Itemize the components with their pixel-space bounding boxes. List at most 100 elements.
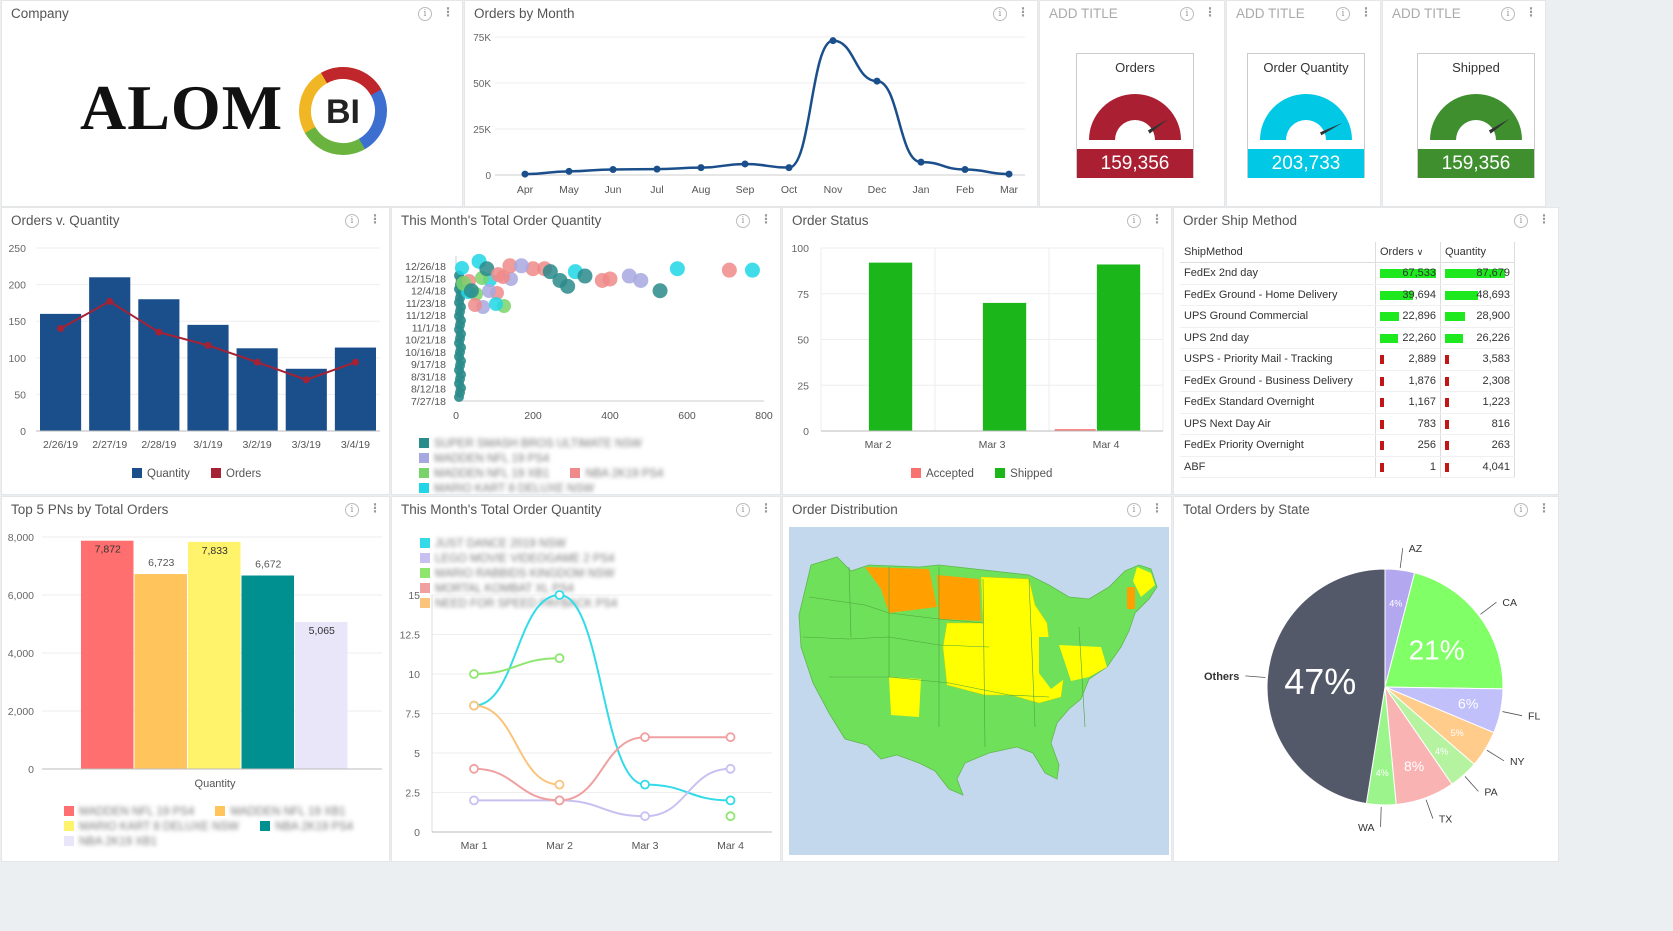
table-row[interactable]: USPS - Priority Mail - Tracking 2,889 3,58… <box>1180 348 1515 371</box>
more-options-icon[interactable]: ⋮ <box>1204 5 1216 19</box>
y-tick-label: 4,000 <box>8 648 34 660</box>
more-options-icon[interactable]: ⋮ <box>442 5 454 19</box>
y-tick-label: 12/4/18 <box>411 286 446 298</box>
table-row[interactable]: ABF 1 4,041 <box>1180 456 1515 478</box>
info-icon[interactable]: i <box>736 214 750 228</box>
legend-item-shipped[interactable]: Shipped <box>995 468 1052 480</box>
more-options-icon[interactable]: ⋮ <box>1151 501 1163 515</box>
bar-accepted <box>1054 429 1096 431</box>
leader-line <box>1425 799 1434 819</box>
more-options-icon[interactable]: ⋮ <box>1360 5 1372 19</box>
us-map[interactable] <box>789 527 1169 855</box>
cell-shipmethod: FedEx Priority Overnight <box>1180 434 1376 457</box>
more-options-icon[interactable]: ⋮ <box>369 501 381 515</box>
data-bar <box>1445 441 1449 450</box>
panel-title: Total Orders by State <box>1183 502 1310 517</box>
y-tick-label: 25 <box>797 380 809 392</box>
legend-item[interactable]: MORTAL KOMBAT XL PS4 <box>420 582 574 597</box>
data-point <box>633 272 649 288</box>
more-options-icon[interactable]: ⋮ <box>1525 5 1537 19</box>
data-point <box>542 264 558 280</box>
table-row[interactable]: FedEx Ground - Business Delivery 1,876 2,3… <box>1180 370 1515 392</box>
table-row[interactable]: FedEx Ground - Home Delivery 39,694 48,693 <box>1180 284 1515 306</box>
legend-item[interactable]: LEGO MOVIE VIDEOGAME 2 PS4 <box>420 552 615 567</box>
x-tick-label: Jul <box>650 184 663 196</box>
more-options-icon[interactable]: ⋮ <box>1538 212 1550 226</box>
legend-item[interactable]: SUPER SMASH BROS ULTIMATE NSW <box>419 437 642 452</box>
table-row[interactable]: FedEx Standard Overnight 1,167 1,223 <box>1180 391 1515 414</box>
info-icon[interactable]: i <box>1514 214 1528 228</box>
slice-label: 4% <box>1389 599 1402 609</box>
legend-item[interactable]: NBA 2K19 PS4 <box>260 820 353 835</box>
legend-item[interactable]: MADDEN NFL 19 PS4 <box>419 452 549 467</box>
info-icon[interactable]: i <box>1180 7 1194 21</box>
gauge-value: 203,733 <box>1248 149 1364 178</box>
table-row[interactable]: FedEx Priority Overnight 256 263 <box>1180 434 1515 457</box>
more-options-icon[interactable]: ⋮ <box>760 212 772 226</box>
panel-title: This Month's Total Order Quantity <box>401 502 602 517</box>
data-bar <box>1445 290 1479 300</box>
table-row[interactable]: UPS Ground Commercial 22,896 28,900 <box>1180 305 1515 328</box>
data-point <box>917 158 925 166</box>
info-icon[interactable]: i <box>345 503 359 517</box>
legend-item[interactable]: MADDEN NFL 19 XB1 <box>215 805 346 820</box>
info-icon[interactable]: i <box>736 503 750 517</box>
panel-title[interactable]: ADD TITLE <box>1236 6 1305 21</box>
scatter-chart: 12/26/1812/15/1812/4/1811/23/1811/12/181… <box>405 253 773 422</box>
gauge-arc <box>1089 94 1181 140</box>
legend-item-accepted[interactable]: Accepted <box>911 468 974 480</box>
y-tick-label: 50K <box>473 79 491 90</box>
series-line <box>473 736 731 802</box>
x-tick-label: Aug <box>692 184 711 196</box>
panel-title[interactable]: ADD TITLE <box>1049 6 1118 21</box>
legend-item-orders[interactable]: Orders <box>211 468 261 480</box>
x-tick-label: 600 <box>678 410 696 422</box>
legend-item[interactable]: MADDEN NFL 19 PS4 <box>64 805 194 820</box>
data-point <box>602 271 618 287</box>
legend-item[interactable]: NBA 2K19 XB1 <box>64 835 157 850</box>
legend-item[interactable]: MARIO KART 8 DELUXE NSW <box>64 820 239 835</box>
panel-title: Order Distribution <box>792 502 898 517</box>
data-bar <box>1380 398 1384 407</box>
legend-item-quantity[interactable]: Quantity <box>132 468 190 480</box>
info-icon[interactable]: i <box>1127 503 1141 517</box>
info-icon[interactable]: i <box>345 214 359 228</box>
table-row[interactable]: FedEx 2nd day 67,533 87,679 <box>1180 262 1515 285</box>
cell-quantity: 816 <box>1440 413 1515 435</box>
more-options-icon[interactable]: ⋮ <box>1151 212 1163 226</box>
legend-item[interactable]: MARIO RABBIDS KINGDOM NSW <box>420 567 615 582</box>
y-tick-label: 10/21/18 <box>405 335 446 347</box>
legend-item[interactable]: MADDEN NFL 19 XB1 <box>419 467 549 482</box>
info-icon[interactable]: i <box>418 7 432 21</box>
info-icon[interactable]: i <box>1501 7 1515 21</box>
column-header-orders[interactable]: Orders ∨ <box>1375 242 1441 263</box>
cell-orders: 22,260 <box>1375 327 1441 349</box>
gauge-title: Orders <box>1115 60 1155 75</box>
info-icon[interactable]: i <box>993 7 1007 21</box>
gauge-hub <box>1119 124 1151 150</box>
y-tick-label: 50 <box>797 335 809 347</box>
sort-desc-icon[interactable]: ∨ <box>1416 247 1424 257</box>
gauge-arc <box>1260 94 1352 140</box>
data-point <box>744 262 760 278</box>
more-options-icon[interactable]: ⋮ <box>1538 501 1550 515</box>
table-row[interactable]: UPS 2nd day 22,260 26,226 <box>1180 327 1515 349</box>
column-header-quantity[interactable]: Quantity <box>1440 242 1515 263</box>
panel-title[interactable]: ADD TITLE <box>1392 6 1461 21</box>
more-options-icon[interactable]: ⋮ <box>369 212 381 226</box>
legend-item[interactable]: NBA 2K19 PS4 <box>570 467 663 482</box>
info-icon[interactable]: i <box>1514 503 1528 517</box>
more-options-icon[interactable]: ⋮ <box>1017 5 1029 19</box>
info-icon[interactable]: i <box>1127 214 1141 228</box>
more-options-icon[interactable]: ⋮ <box>760 501 772 515</box>
table-row[interactable]: UPS Next Day Air 783 816 <box>1180 413 1515 435</box>
gauge-hub <box>1290 124 1322 150</box>
info-icon[interactable]: i <box>1336 7 1350 21</box>
data-point <box>829 37 837 45</box>
bar <box>134 574 187 769</box>
legend-item[interactable]: MARIO KART 8 DELUXE NSW <box>419 482 594 494</box>
data-label: 7,833 <box>202 545 228 557</box>
legend-item[interactable]: JUST DANCE 2019 NSW <box>420 537 566 552</box>
pie-slice <box>1266 568 1386 805</box>
column-header-shipmethod[interactable]: ShipMethod <box>1180 242 1376 263</box>
